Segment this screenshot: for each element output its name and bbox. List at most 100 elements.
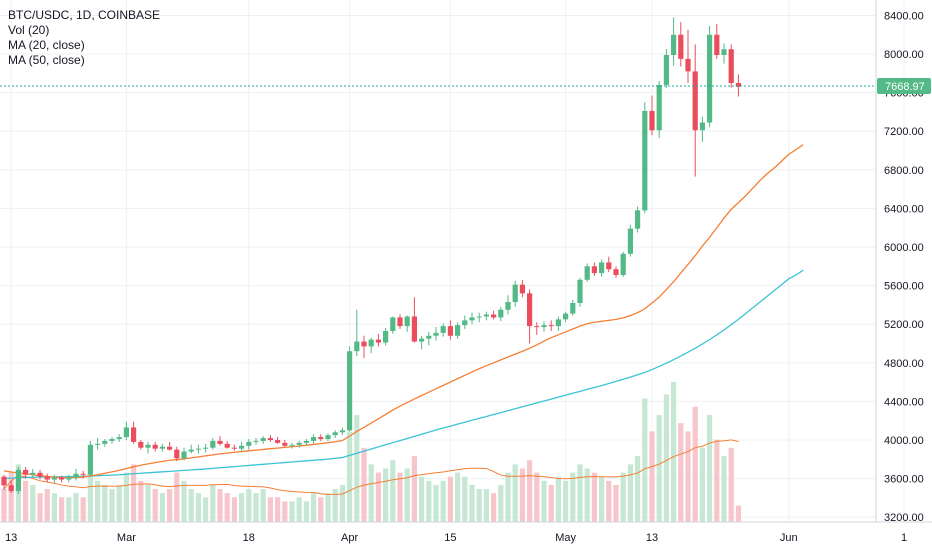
- candle-body: [721, 49, 727, 55]
- candle-body: [685, 58, 691, 72]
- y-tick-label: 7200.00: [884, 126, 924, 138]
- candle-body: [577, 279, 583, 303]
- candle: [246, 439, 252, 450]
- candle-body: [735, 82, 741, 87]
- volume-bar: [30, 484, 36, 522]
- time-axis[interactable]: 13 Mar 18 Apr 15 May 13 Jun 1: [5, 532, 907, 544]
- candle: [735, 74, 741, 97]
- candle: [447, 320, 453, 340]
- volume-bar: [541, 480, 547, 522]
- candle-body: [51, 477, 57, 480]
- volume-bar: [469, 484, 475, 522]
- candle: [203, 443, 209, 453]
- volume-bar: [260, 489, 266, 522]
- candle-body: [23, 469, 29, 475]
- candle-body: [570, 302, 576, 314]
- volume-bar: [656, 414, 662, 522]
- volume-bar: [267, 497, 273, 522]
- candle: [44, 473, 50, 483]
- volume-bar: [296, 497, 302, 522]
- y-tick-label: 3600.00: [884, 474, 924, 486]
- volume-bar: [440, 480, 446, 522]
- volume-bar: [563, 480, 569, 522]
- y-tick-label: 6800.00: [884, 165, 924, 177]
- candle: [606, 256, 612, 273]
- candle: [239, 441, 245, 452]
- ma50-indicator-label[interactable]: MA (50, close): [8, 53, 85, 67]
- volume-bar: [678, 423, 684, 522]
- candle-body: [253, 440, 259, 442]
- candle-body: [390, 317, 396, 331]
- x-tick-label: 15: [444, 532, 456, 544]
- candle-body: [361, 341, 367, 347]
- candle-body: [217, 440, 223, 444]
- candle: [584, 263, 590, 282]
- candle-body: [167, 446, 173, 450]
- volume-bar: [519, 468, 525, 522]
- volume-bar: [577, 464, 583, 522]
- y-tick-label: 5600.00: [884, 281, 924, 293]
- last-price-tag: 7668.97: [877, 77, 931, 94]
- candle: [656, 81, 662, 138]
- x-tick-label: Jun: [780, 532, 798, 544]
- volume-bar: [390, 460, 396, 522]
- candle-body: [512, 284, 518, 303]
- candle: [8, 480, 14, 494]
- candle-body: [44, 476, 50, 480]
- volume-bar: [87, 472, 93, 522]
- candle-body: [159, 446, 165, 449]
- candle-body: [627, 228, 633, 254]
- candle-body: [174, 449, 180, 459]
- candle: [174, 446, 180, 462]
- candle-body: [584, 266, 590, 280]
- volume-bar: [174, 472, 180, 522]
- volume-bar: [692, 406, 698, 522]
- candle: [267, 435, 273, 442]
- volume-indicator-label[interactable]: Vol (20): [8, 23, 50, 37]
- candle: [87, 440, 93, 476]
- candle: [123, 421, 129, 440]
- candle: [599, 259, 605, 277]
- candle-body: [231, 447, 237, 449]
- candle-body: [476, 316, 482, 318]
- candle: [707, 26, 713, 128]
- volume-bar: [714, 439, 720, 522]
- volume-bar: [318, 497, 324, 522]
- candle-body: [30, 472, 36, 475]
- candle-body: [1, 476, 7, 486]
- volume-bar: [534, 472, 540, 522]
- ma50-line: [3, 269, 804, 480]
- price-axis[interactable]: 8400.008000.007600.007200.006800.006400.…: [884, 10, 924, 524]
- candle-body: [80, 473, 86, 475]
- candle: [15, 467, 21, 495]
- symbol-title[interactable]: BTC/USDC, 1D, COINBASE: [8, 8, 161, 22]
- volume-bar: [685, 431, 691, 522]
- volume-bar: [491, 493, 497, 522]
- candle-body: [116, 437, 122, 440]
- candle-body: [318, 437, 324, 440]
- volume-bar: [354, 414, 360, 522]
- volume-bar: [368, 464, 374, 522]
- x-tick-label: Apr: [341, 532, 358, 544]
- volume-bars: [1, 382, 741, 522]
- volume-bar: [433, 484, 439, 522]
- candle-body: [714, 34, 720, 55]
- candle: [613, 266, 619, 278]
- candle-body: [15, 469, 21, 492]
- candle: [483, 311, 489, 321]
- candle-body: [440, 326, 446, 333]
- volume-bar: [548, 484, 554, 522]
- candle-body: [195, 448, 201, 450]
- y-tick-label: 3200.00: [884, 512, 924, 524]
- candle-body: [599, 262, 605, 274]
- candle-body: [397, 317, 403, 327]
- volume-bar: [347, 431, 353, 522]
- candle: [296, 440, 302, 448]
- candle-body: [210, 440, 216, 448]
- ma20-indicator-label[interactable]: MA (20, close): [8, 38, 85, 52]
- candle-body: [606, 262, 612, 270]
- volume-bar: [51, 493, 57, 522]
- volume-bar: [627, 464, 633, 522]
- volume-bar: [138, 480, 144, 522]
